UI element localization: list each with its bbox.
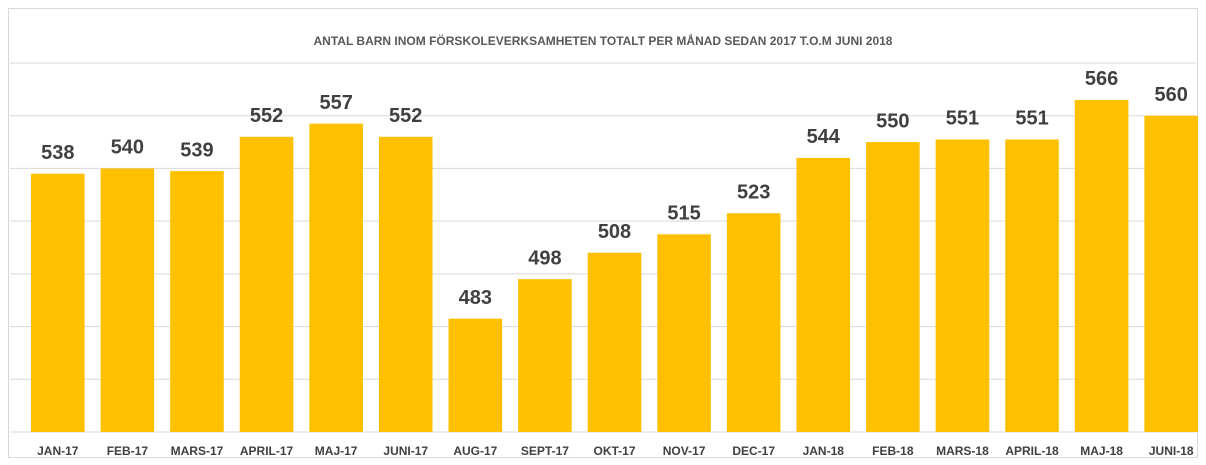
bar [309, 123, 363, 432]
bar [378, 136, 433, 433]
value-label: 515 [667, 203, 700, 225]
x-tick-label: JUNI-18 [1149, 444, 1194, 458]
bar [100, 168, 155, 432]
bar [866, 142, 920, 433]
bar [239, 136, 294, 433]
value-label: 552 [389, 105, 422, 127]
bar [448, 318, 503, 432]
bar [587, 252, 642, 432]
x-tick-label: MARS-17 [171, 444, 224, 458]
value-label: 544 [807, 126, 841, 148]
x-tick-label: DEC-17 [732, 444, 775, 458]
bar [726, 213, 781, 432]
value-label: 551 [946, 108, 979, 130]
value-label: 538 [41, 142, 74, 164]
x-tick-label: FEB-18 [872, 444, 914, 458]
value-label: 498 [528, 247, 561, 269]
value-label: 550 [876, 110, 909, 132]
x-tick-label: NOV-17 [663, 444, 706, 458]
value-label: 540 [111, 137, 144, 159]
bar [935, 139, 990, 432]
value-label: 566 [1085, 68, 1118, 90]
x-tick-label: JAN-18 [803, 444, 845, 458]
value-label: 557 [319, 92, 352, 114]
bar [1005, 139, 1059, 432]
bar [657, 234, 711, 432]
value-label: 551 [1015, 108, 1048, 130]
x-tick-label: OKT-17 [593, 444, 635, 458]
x-tick-label: APRIL-17 [240, 444, 294, 458]
value-label: 560 [1155, 84, 1188, 106]
x-tick-label: AUG-17 [453, 444, 497, 458]
x-tick-label: JUNI-17 [383, 444, 428, 458]
bar [1074, 99, 1129, 433]
chart-title: ANTAL BARN INOM FÖRSKOLEVERKSAMHETEN TOT… [314, 33, 893, 48]
value-label: 552 [250, 105, 283, 127]
bar [1144, 115, 1198, 432]
value-label: 523 [737, 182, 770, 204]
x-tick-label: JAN-17 [37, 444, 79, 458]
bar [796, 157, 851, 432]
value-label: 539 [180, 139, 213, 161]
x-tick-label: SEPT-17 [521, 444, 569, 458]
x-tick-label: APRIL-18 [1005, 444, 1059, 458]
x-tick-label: MAJ-18 [1080, 444, 1123, 458]
x-tick-label: MARS-18 [936, 444, 989, 458]
bar [31, 173, 85, 432]
bar [170, 171, 224, 433]
value-label: 508 [598, 221, 631, 243]
bar [518, 279, 572, 432]
x-tick-label: MAJ-17 [315, 444, 358, 458]
value-label: 483 [459, 287, 492, 309]
x-tick-label: FEB-17 [107, 444, 149, 458]
